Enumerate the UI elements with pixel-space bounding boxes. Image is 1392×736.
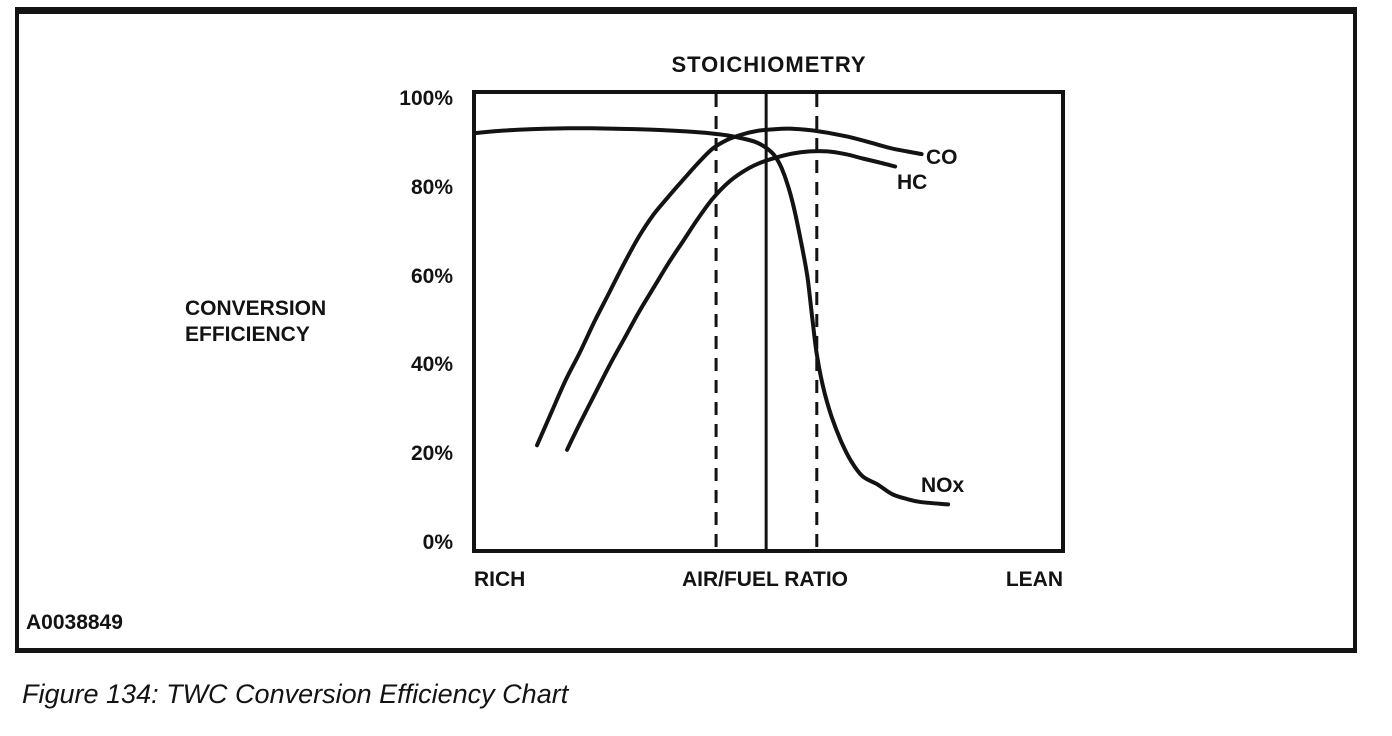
- curve-co: [535, 126, 924, 448]
- y-tick-label-60: 60%: [410, 264, 453, 288]
- x-axis-title: AIR/FUEL RATIO: [681, 568, 849, 591]
- y-axis-title: CONVERSION EFFICIENCY: [185, 296, 326, 348]
- x-axis-label-lean: LEAN: [1005, 568, 1063, 591]
- y-axis-title-line1: CONVERSION: [185, 297, 327, 320]
- curve-label-co: CO: [926, 146, 958, 169]
- curve-hc: [565, 149, 898, 452]
- y-tick-label-80: 80%: [410, 175, 453, 199]
- y-tick-label-100: 100%: [399, 87, 453, 110]
- figure-caption: Figure 134: TWC Conversion Efficiency Ch…: [22, 679, 569, 709]
- figure-border-box: [15, 7, 1357, 653]
- y-tick-label-40: 40%: [410, 353, 453, 377]
- stoichiometry-title: STOICHIOMETRY: [671, 52, 867, 77]
- figure-id-code: A0038849: [26, 611, 123, 634]
- y-tick-label-0: 0%: [422, 531, 453, 554]
- curve-label-hc: HC: [897, 171, 928, 194]
- y-axis-title-line2: EFFICIENCY: [185, 323, 310, 346]
- curve-label-nox: NOx: [921, 474, 965, 497]
- curve-nox: [472, 126, 951, 507]
- x-axis-label-rich: RICH: [474, 568, 526, 591]
- plot-frame: [472, 90, 1065, 553]
- y-tick-label-20: 20%: [410, 442, 453, 466]
